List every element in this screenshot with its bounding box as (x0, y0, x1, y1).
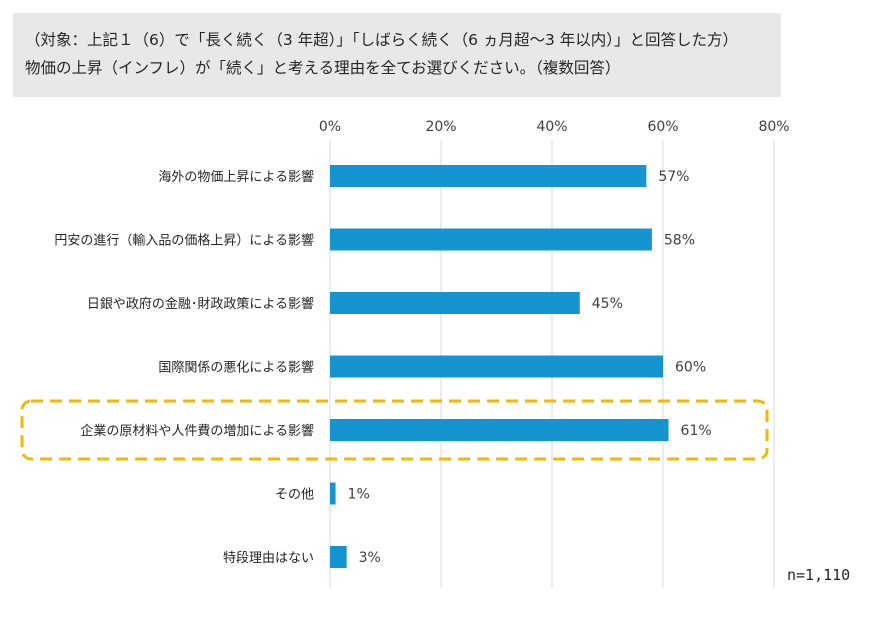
bars (330, 165, 669, 568)
highlight-layer (20, 399, 769, 461)
data-label: 1% (348, 487, 370, 503)
question-target-text: （対象：上記１（6）で「長く続く（3 年超）」「しばらく続く（6 ヵ月超～3 年… (25, 31, 738, 49)
category-labels: 海外の物価上昇による影響円安の進行（輸入品の価格上昇）による影響日銀や政府の金融… (54, 169, 314, 566)
sample-size-label: n=1,110 (787, 566, 851, 584)
bar (330, 355, 663, 378)
bar (330, 482, 336, 505)
x-tick-label: 80% (758, 119, 789, 135)
category-label: 円安の進行（輸入品の価格上昇）による影響 (54, 233, 314, 249)
category-label: 特段理由はない (223, 551, 314, 566)
x-tick-label: 40% (536, 119, 567, 135)
category-label: 企業の原材料や人件費の増加による影響 (80, 423, 314, 439)
category-label: 日銀や政府の金融･財政政策による影響 (87, 296, 314, 312)
data-label: 61% (681, 423, 712, 439)
bar (330, 165, 647, 187)
x-tick-label: 20% (425, 119, 456, 135)
data-labels: 57% 58% 45% 60% 61% 1% 3% (348, 169, 712, 566)
x-tick-label: 0% (319, 119, 341, 135)
bar (330, 292, 580, 314)
x-tick-label: 60% (647, 119, 678, 135)
question-text: 物価の上昇（インフレ）が「続く」と考える理由を全てお選びください。（複数回答） (25, 59, 621, 77)
data-label: 3% (359, 550, 381, 566)
category-label: その他 (275, 488, 314, 503)
bar (330, 419, 669, 441)
category-label: 海外の物価上昇による影響 (158, 169, 314, 185)
bar (330, 228, 652, 251)
data-label: 57% (658, 169, 689, 185)
data-label: 58% (664, 233, 695, 249)
question-header: （対象：上記１（6）で「長く続く（3 年超）」「しばらく続く（6 ヵ月超～3 年… (13, 13, 781, 97)
category-label: 国際関係の悪化による影響 (158, 360, 314, 376)
data-label: 60% (675, 360, 706, 376)
data-label: 45% (592, 296, 623, 312)
bar (330, 546, 347, 568)
highlight-box (20, 399, 769, 461)
x-axis-ticks: 0% 20% 40% 60% 80% (319, 119, 790, 135)
